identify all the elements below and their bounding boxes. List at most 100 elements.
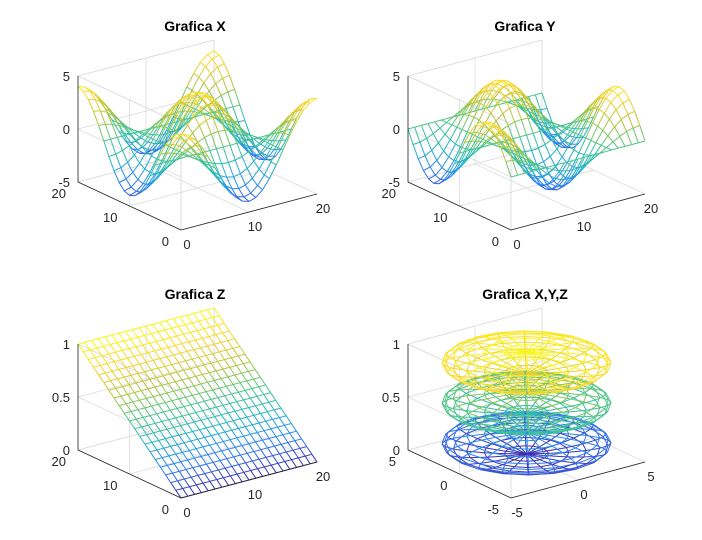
mesh-line [178, 324, 186, 327]
mesh-line [306, 446, 313, 455]
mesh-line [253, 151, 262, 162]
mesh-line [185, 469, 192, 478]
mesh-line [423, 166, 431, 171]
mesh-line [147, 136, 154, 140]
mesh-line [223, 323, 230, 332]
mesh-line [263, 394, 270, 403]
mesh-line [206, 166, 214, 173]
mesh-line [158, 169, 166, 178]
mesh-line [528, 111, 537, 123]
mesh-line [553, 428, 577, 434]
mesh-line [136, 416, 144, 420]
mesh-line [207, 418, 214, 427]
mesh-line [469, 403, 487, 409]
mesh-line [602, 396, 609, 406]
mesh-line [194, 455, 202, 459]
mesh-line [434, 174, 441, 180]
mesh-line [175, 490, 182, 499]
mesh-line [604, 451, 608, 455]
mesh-line [495, 113, 504, 122]
mesh-line [147, 127, 156, 138]
mesh-line [570, 137, 577, 145]
mesh-line [163, 445, 171, 449]
mesh-line [120, 359, 127, 368]
x-axis-line [510, 193, 646, 231]
mesh-line [454, 110, 461, 117]
mesh-line [164, 329, 171, 339]
mesh-line [505, 161, 512, 178]
mesh-line [236, 399, 244, 403]
mesh-line [550, 418, 572, 423]
mesh-line [452, 357, 458, 367]
mesh-line [486, 394, 506, 400]
mesh-line [170, 446, 177, 455]
mesh-line [224, 393, 232, 397]
mesh-line [162, 337, 171, 341]
mesh-line [295, 430, 303, 440]
mesh-line [204, 133, 212, 139]
mesh-line [115, 388, 122, 397]
mesh-line [230, 473, 238, 477]
grid-line [77, 343, 182, 393]
mesh-line [544, 118, 550, 122]
mesh-line [607, 442, 612, 453]
mesh-line [193, 115, 200, 126]
mesh-line [478, 442, 494, 449]
mesh-line [476, 131, 484, 135]
mesh-line [194, 99, 203, 110]
mesh-line [207, 162, 215, 165]
mesh-line [528, 160, 537, 170]
mesh-line [450, 169, 457, 177]
mesh-line [604, 399, 609, 409]
mesh-line [205, 427, 212, 436]
mesh-line [173, 352, 181, 356]
mesh-line [548, 351, 569, 354]
mesh-line [166, 354, 174, 358]
mesh-line [473, 103, 482, 118]
mesh-line [163, 373, 171, 377]
mesh-line [457, 416, 471, 418]
mesh-line [202, 446, 209, 455]
mesh-line [564, 122, 573, 129]
mesh-line [152, 396, 159, 405]
mesh-line [548, 371, 569, 374]
mesh-line [544, 457, 562, 462]
mesh-line [583, 361, 597, 366]
mesh-line [243, 435, 250, 445]
mesh-line [301, 101, 308, 110]
mesh-line [160, 133, 168, 144]
mesh-line [125, 127, 132, 135]
mesh-line [284, 132, 290, 136]
mesh-line [571, 120, 578, 124]
mesh-line [128, 139, 137, 147]
mesh-line [200, 108, 207, 121]
mesh-line [607, 439, 612, 444]
mesh-line [579, 112, 586, 121]
mesh-line [492, 467, 510, 472]
mesh-line [492, 96, 499, 104]
mesh-line [532, 338, 539, 346]
mesh-line [240, 452, 248, 456]
mesh-line [247, 451, 255, 454]
mesh-line [533, 399, 541, 409]
mesh-line [198, 125, 205, 138]
mesh-line [593, 97, 602, 109]
mesh-line [197, 137, 205, 143]
mesh-line [229, 367, 236, 376]
mesh-line [475, 91, 483, 103]
mesh-line [149, 449, 158, 453]
mesh-line [206, 54, 213, 60]
mesh-line [216, 477, 224, 480]
mesh-line [584, 432, 596, 441]
mesh-line [550, 468, 572, 474]
mesh-line [542, 342, 548, 351]
mesh-line [518, 160, 525, 174]
mesh-line [167, 383, 175, 392]
mesh-line [586, 364, 597, 373]
mesh-line [173, 461, 181, 465]
mesh-line [491, 344, 509, 349]
mesh-line [190, 404, 197, 413]
mesh-line [461, 422, 481, 430]
mesh-line [509, 104, 517, 109]
